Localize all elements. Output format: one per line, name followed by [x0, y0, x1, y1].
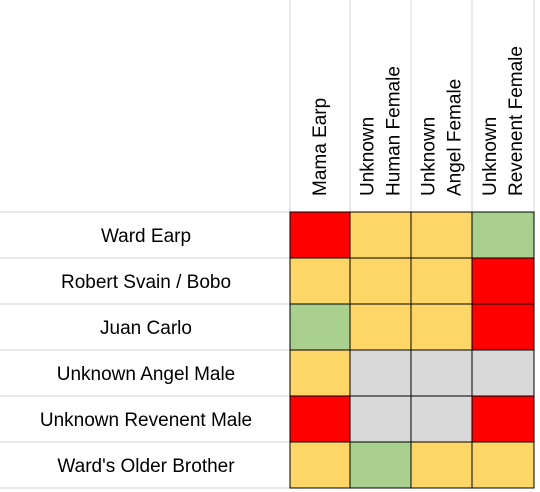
cell-gray — [471, 349, 535, 397]
color-cells — [289, 211, 535, 489]
column-header-label: Unknown — [419, 117, 440, 196]
row-label: Robert Svain / Bobo — [61, 272, 231, 293]
cell-yellow — [289, 441, 351, 489]
cell-yellow — [410, 257, 473, 305]
column-header-label: Angel Female — [445, 79, 466, 196]
row-label: Ward's Older Brother — [57, 456, 235, 477]
cell-gray — [410, 349, 473, 397]
column-header-label: Mama Earp — [310, 98, 331, 196]
row-labels: Ward Earp Robert Svain / Bobo Juan Carlo Un… — [40, 226, 252, 477]
cell-yellow — [349, 303, 412, 351]
cell-green — [289, 303, 351, 351]
cell-green — [471, 211, 535, 259]
column-headers: Mama Earp Unknown Human Female Unknown Angel… — [310, 46, 527, 196]
cell-yellow — [349, 257, 412, 305]
column-header-label: Unknown — [358, 117, 379, 196]
cell-red — [471, 257, 535, 305]
cell-gray — [349, 395, 412, 443]
cell-yellow — [349, 211, 412, 259]
cell-yellow — [471, 441, 535, 489]
row-label: Unknown Revenent Male — [40, 410, 252, 431]
cell-yellow — [410, 441, 473, 489]
cell-yellow — [410, 211, 473, 259]
cell-yellow — [289, 257, 351, 305]
cell-red — [289, 211, 351, 259]
cell-gray — [410, 395, 473, 443]
column-header-label: Revenent Female — [506, 46, 527, 196]
row-label: Ward Earp — [101, 226, 191, 247]
cell-red — [471, 395, 535, 443]
cell-yellow — [410, 303, 473, 351]
column-header-label: Unknown — [480, 117, 501, 196]
cell-red — [289, 395, 351, 443]
cell-yellow — [289, 349, 351, 397]
row-label: Unknown Angel Male — [57, 364, 236, 385]
cell-red — [471, 303, 535, 351]
row-label: Juan Carlo — [100, 318, 192, 339]
cell-gray — [349, 349, 412, 397]
cell-green — [349, 441, 412, 489]
column-header-label: Human Female — [384, 66, 405, 196]
